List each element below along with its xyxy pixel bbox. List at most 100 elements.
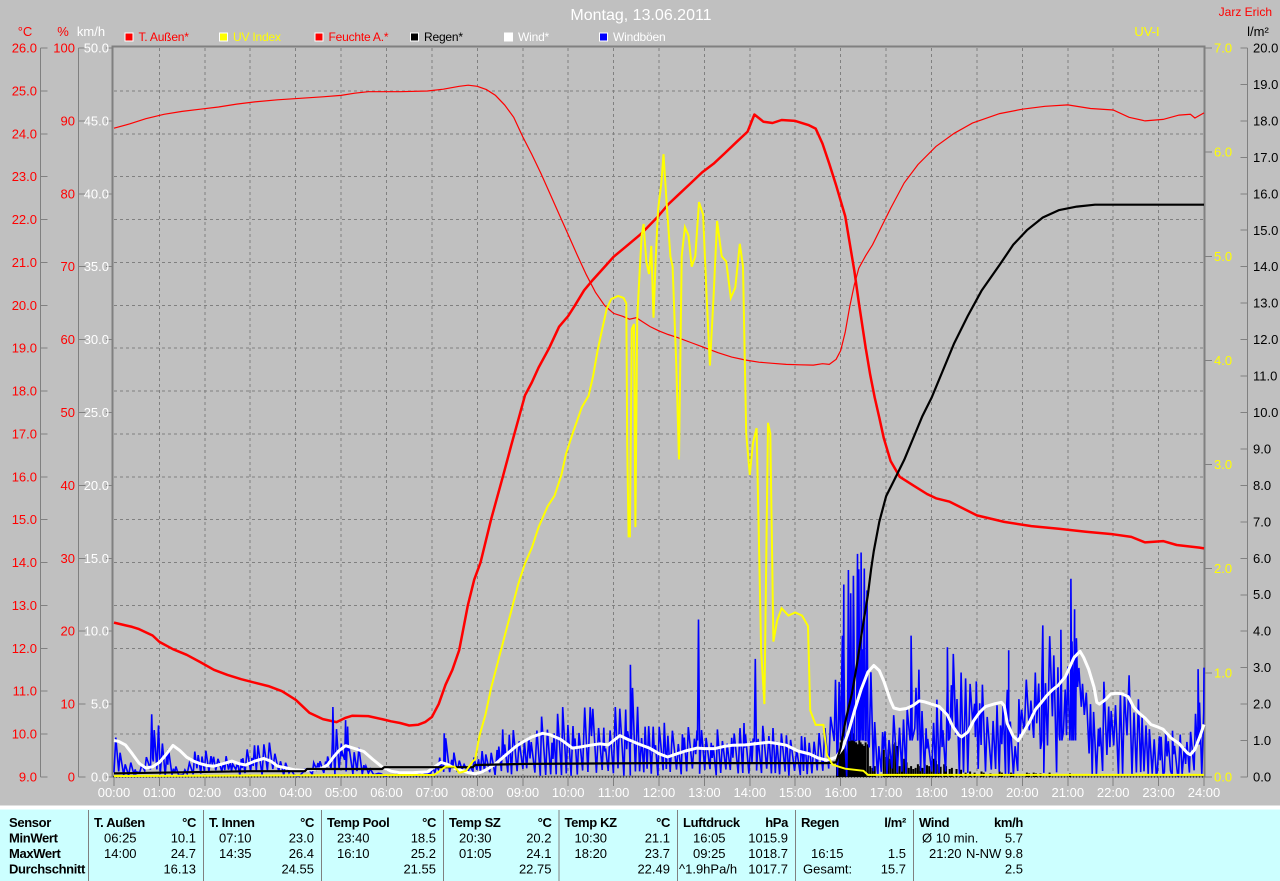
- svg-text:6.0: 6.0: [1214, 145, 1232, 160]
- svg-text:09:25: 09:25: [693, 846, 726, 861]
- svg-text:13.0: 13.0: [12, 598, 37, 613]
- svg-text:50.0: 50.0: [84, 41, 109, 56]
- svg-text:%: %: [57, 24, 69, 39]
- svg-text:0.0: 0.0: [1214, 770, 1232, 785]
- svg-text:Montag, 13.06.2011: Montag, 13.06.2011: [570, 7, 711, 24]
- svg-text:100: 100: [53, 41, 75, 56]
- svg-text:MinWert: MinWert: [9, 831, 59, 846]
- svg-text:7.0: 7.0: [1214, 41, 1232, 56]
- svg-text:24.1: 24.1: [526, 846, 551, 861]
- svg-text:17:00: 17:00: [870, 785, 903, 800]
- svg-text:18:20: 18:20: [575, 846, 608, 861]
- svg-text:km/h: km/h: [77, 24, 105, 39]
- svg-text:10.0: 10.0: [12, 727, 37, 742]
- svg-text:10:00: 10:00: [552, 785, 585, 800]
- svg-text:UV-I: UV-I: [1134, 24, 1159, 39]
- svg-text:16.0: 16.0: [1253, 186, 1278, 201]
- svg-text:°C: °C: [18, 24, 33, 39]
- svg-text:90: 90: [61, 113, 75, 128]
- svg-text:21.1: 21.1: [645, 831, 670, 846]
- svg-text:23.0: 23.0: [12, 169, 37, 184]
- svg-text:1.0: 1.0: [1214, 665, 1232, 680]
- svg-text:26.4: 26.4: [289, 846, 314, 861]
- svg-text:22.0: 22.0: [12, 212, 37, 227]
- svg-text:19.0: 19.0: [1253, 77, 1278, 92]
- svg-text:1.0: 1.0: [1253, 733, 1271, 748]
- svg-text:09:00: 09:00: [507, 785, 540, 800]
- svg-text:16:00: 16:00: [824, 785, 857, 800]
- svg-text:°C: °C: [538, 815, 553, 830]
- svg-text:l/m²: l/m²: [1247, 24, 1269, 39]
- svg-text:14:00: 14:00: [734, 785, 767, 800]
- svg-text:06:00: 06:00: [370, 785, 403, 800]
- svg-text:01:05: 01:05: [459, 846, 492, 861]
- svg-text:18.0: 18.0: [1253, 113, 1278, 128]
- svg-text:Temp Pool: Temp Pool: [327, 815, 389, 830]
- svg-text:20.0: 20.0: [1253, 41, 1278, 56]
- svg-text:18.5: 18.5: [411, 831, 436, 846]
- svg-text:07:00: 07:00: [416, 785, 449, 800]
- svg-text:l/m²: l/m²: [884, 815, 907, 830]
- svg-text:50: 50: [61, 405, 75, 420]
- svg-text:20.0: 20.0: [12, 298, 37, 313]
- svg-text:13.0: 13.0: [1253, 296, 1278, 311]
- svg-text:5.0: 5.0: [91, 697, 109, 712]
- svg-text:11:00: 11:00: [598, 785, 630, 800]
- svg-text:16.0: 16.0: [12, 469, 37, 484]
- svg-text:1018.7: 1018.7: [748, 846, 788, 861]
- svg-text:60: 60: [61, 332, 75, 347]
- svg-text:21:00: 21:00: [1052, 785, 1085, 800]
- svg-text:20: 20: [61, 624, 75, 639]
- svg-text:6.0: 6.0: [1253, 551, 1271, 566]
- svg-text:^1.9hPa/h: ^1.9hPa/h: [679, 862, 737, 877]
- svg-text:2.5: 2.5: [1005, 862, 1023, 877]
- svg-text:3.0: 3.0: [1253, 660, 1271, 675]
- svg-text:2.0: 2.0: [1253, 697, 1271, 712]
- svg-text:Gesamt:: Gesamt:: [803, 862, 852, 877]
- svg-text:24:00: 24:00: [1188, 785, 1221, 800]
- svg-text:15.0: 15.0: [84, 551, 109, 566]
- svg-text:21.55: 21.55: [403, 862, 436, 877]
- svg-text:16:05: 16:05: [693, 831, 726, 846]
- svg-text:02:00: 02:00: [189, 785, 222, 800]
- svg-text:°C: °C: [300, 815, 315, 830]
- svg-text:Regen: Regen: [801, 815, 839, 830]
- svg-text:06:25: 06:25: [104, 831, 137, 846]
- svg-text:21:20: 21:20: [929, 846, 962, 861]
- svg-text:16.13: 16.13: [163, 862, 196, 877]
- svg-text:22.49: 22.49: [637, 862, 670, 877]
- svg-text:19:00: 19:00: [961, 785, 994, 800]
- svg-text:25.2: 25.2: [411, 846, 436, 861]
- svg-text:45.0: 45.0: [84, 113, 109, 128]
- svg-text:26.0: 26.0: [12, 41, 37, 56]
- svg-text:00:00: 00:00: [98, 785, 131, 800]
- svg-text:MaxWert: MaxWert: [9, 846, 62, 861]
- svg-text:T. Außen: T. Außen: [94, 815, 145, 830]
- svg-text:15.0: 15.0: [1253, 223, 1278, 238]
- svg-text:Feuchte A.*: Feuchte A.*: [329, 30, 389, 44]
- svg-text:UV Index: UV Index: [233, 30, 281, 44]
- svg-text:5.0: 5.0: [1253, 587, 1271, 602]
- svg-text:23:00: 23:00: [1142, 785, 1175, 800]
- svg-text:25.0: 25.0: [12, 83, 37, 98]
- svg-text:70: 70: [61, 259, 75, 274]
- svg-text:19.0: 19.0: [12, 341, 37, 356]
- svg-text:Wind: Wind: [919, 815, 950, 830]
- svg-text:01:00: 01:00: [143, 785, 176, 800]
- svg-text:18:00: 18:00: [915, 785, 948, 800]
- svg-text:2.0: 2.0: [1214, 561, 1232, 576]
- svg-text:22:00: 22:00: [1097, 785, 1130, 800]
- svg-text:0.0: 0.0: [91, 770, 109, 785]
- svg-text:17.0: 17.0: [1253, 150, 1278, 165]
- svg-text:07:10: 07:10: [219, 831, 252, 846]
- svg-text:40.0: 40.0: [84, 186, 109, 201]
- svg-text:12.0: 12.0: [12, 641, 37, 656]
- svg-text:10:30: 10:30: [575, 831, 608, 846]
- svg-text:15.0: 15.0: [12, 512, 37, 527]
- svg-text:1.5: 1.5: [888, 846, 906, 861]
- svg-text:0.0: 0.0: [1253, 770, 1271, 785]
- svg-text:Temp KZ: Temp KZ: [565, 815, 618, 830]
- svg-text:10: 10: [61, 697, 75, 712]
- svg-text:3.0: 3.0: [1214, 457, 1232, 472]
- svg-text:9.0: 9.0: [19, 770, 37, 785]
